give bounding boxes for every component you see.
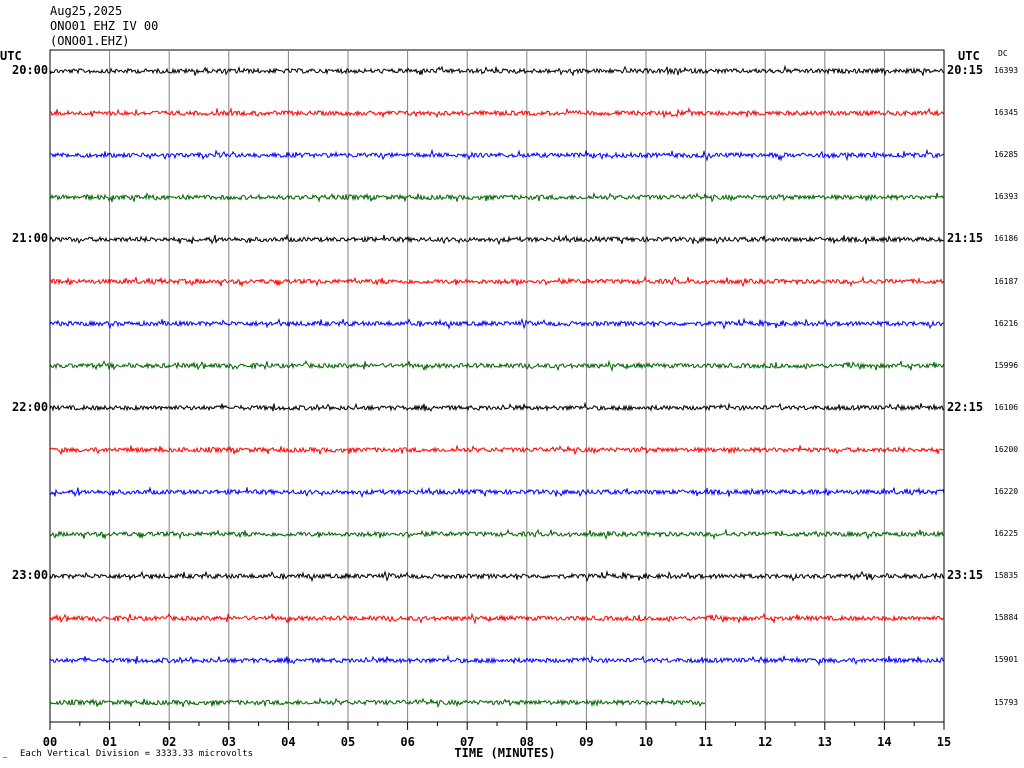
station-title: ONO01 EHZ IV 00 (50, 19, 159, 33)
row-dc-value: 16345 (994, 108, 1019, 118)
x-tick-label: 07 (459, 735, 475, 749)
x-tick-label: 10 (638, 735, 654, 749)
dc-header: DC (998, 49, 1008, 58)
x-tick-label: 02 (161, 735, 177, 749)
plot-date: Aug25,2025 (50, 4, 123, 18)
trace-line (49, 401, 945, 412)
scale-footnote: Each Vertical Division = 3333.33 microvo… (20, 749, 253, 759)
trace-line (49, 444, 945, 456)
x-tick-label: 01 (102, 735, 117, 749)
x-tick-label: 12 (757, 735, 773, 749)
x-tick-label: 11 (698, 735, 713, 749)
trace-line (49, 64, 945, 77)
row-dc-value: 16216 (994, 318, 1019, 328)
x-tick-label: 06 (400, 735, 415, 749)
row-time-left: 20:00 (12, 63, 49, 77)
corner-mark: — (3, 753, 8, 761)
row-dc-value: 16225 (994, 529, 1019, 539)
row-time-left: 23:00 (12, 568, 49, 583)
x-tick-label: 05 (340, 735, 356, 749)
row-dc-value: 16186 (994, 234, 1019, 244)
trace-line (49, 612, 945, 625)
row-time-right: 20:15 (947, 63, 984, 77)
row-time-right: 21:15 (947, 231, 984, 246)
trace-line (49, 697, 706, 709)
row-time-right: 23:15 (947, 568, 984, 583)
trace-line (49, 569, 945, 583)
row-dc-value: 16393 (994, 192, 1019, 202)
row-dc-value: 15996 (994, 360, 1019, 370)
row-dc-value: 16200 (994, 444, 1019, 454)
trace-line (49, 275, 945, 288)
trace-line (49, 654, 945, 667)
x-tick-label: 09 (579, 735, 594, 749)
row-dc-value: 16220 (994, 487, 1019, 496)
row-dc-value: 15835 (994, 571, 1019, 581)
trace-line (49, 106, 945, 119)
x-tick-label: 04 (281, 735, 296, 749)
x-tick-label: 15 (936, 735, 952, 749)
trace-line (49, 317, 945, 330)
row-dc-value: 16187 (994, 276, 1019, 286)
channel-id: (ONO01.EHZ) (50, 34, 130, 48)
row-time-left: 22:00 (12, 399, 49, 414)
x-axis-label: TIME (MINUTES) (454, 746, 556, 760)
row-dc-value: 15793 (994, 697, 1019, 707)
x-tick-label: 00 (42, 735, 58, 749)
x-tick-label: 14 (877, 735, 892, 749)
trace-line (49, 233, 945, 246)
trace-line (49, 528, 945, 541)
trace-line (49, 486, 945, 498)
trace-line (49, 359, 945, 373)
left-utc-label: UTC (0, 49, 22, 63)
right-utc-label: UTC (958, 49, 980, 63)
trace-line (49, 191, 945, 204)
plot-frame (49, 49, 945, 723)
x-tick-label: 03 (221, 735, 237, 749)
x-tick-label: 13 (817, 735, 833, 749)
row-dc-value: 16106 (994, 402, 1019, 412)
row-dc-value: 15901 (994, 655, 1019, 665)
x-tick-label: 08 (519, 735, 535, 749)
row-dc-value: 16285 (994, 150, 1019, 160)
row-time-right: 22:15 (947, 399, 984, 414)
trace-line (49, 148, 945, 162)
row-time-left: 21:00 (12, 231, 49, 246)
row-dc-value: 16393 (994, 66, 1019, 75)
row-dc-value: 15884 (994, 613, 1019, 623)
